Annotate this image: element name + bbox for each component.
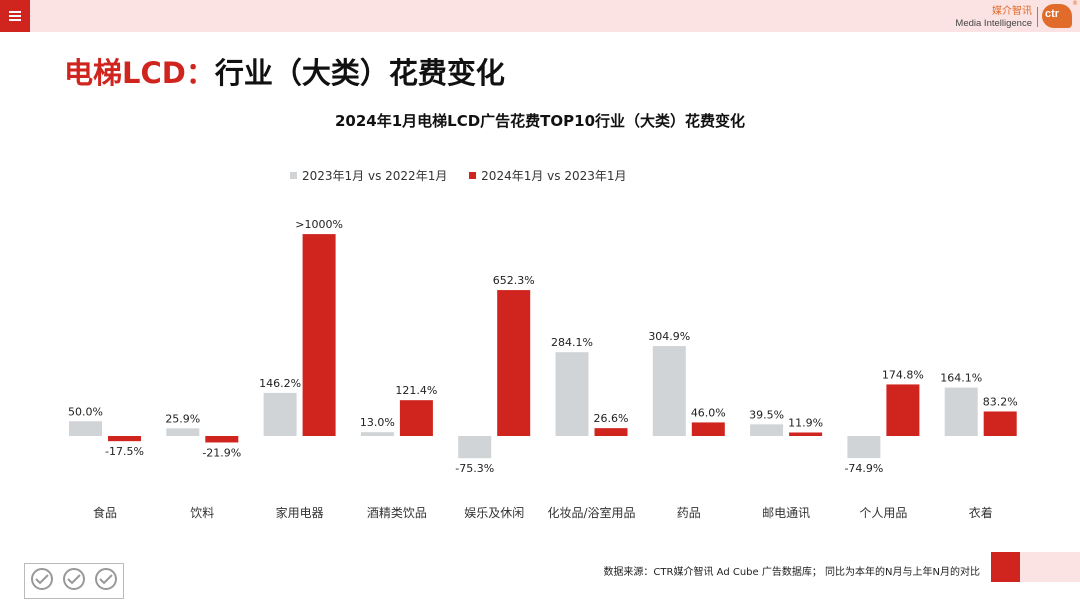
menu-button[interactable]	[0, 0, 30, 32]
data-label-2-0: -17.5%	[105, 445, 144, 458]
bar-2-4	[497, 290, 531, 436]
bar-1-6	[652, 346, 686, 436]
data-label-2-3: 121.4%	[395, 384, 437, 397]
sgs-badge-icon	[63, 568, 85, 590]
category-label-3: 酒精类饮品	[367, 506, 427, 520]
category-label-6: 药品	[677, 506, 701, 520]
brand-en: Media Intelligence	[955, 18, 1032, 29]
bar-2-1	[205, 436, 239, 443]
footer-accent-pink	[1020, 552, 1080, 582]
data-label-2-9: 83.2%	[983, 395, 1018, 408]
page-title-red: 电梯LCD：	[64, 56, 215, 90]
sgs-badge-icon	[95, 568, 117, 590]
bar-1-5	[555, 352, 589, 436]
sgs-badge-icon	[31, 568, 53, 590]
legend-item-1: 2023年1月 vs 2022年1月	[290, 167, 447, 184]
bar-1-4	[458, 436, 492, 459]
bar-2-0	[108, 436, 141, 442]
brand-cn: 媒介智讯	[992, 6, 1032, 17]
category-label-7: 邮电通讯	[762, 506, 810, 520]
data-label-2-5: 26.6%	[594, 412, 629, 425]
data-label-1-3: 13.0%	[360, 416, 395, 429]
bar-1-0	[69, 421, 102, 436]
chart-title: 2024年1月电梯LCD广告花费TOP10行业（大类）花费变化	[334, 112, 746, 130]
data-label-1-0: 50.0%	[68, 405, 103, 418]
category-label-2: 家用电器	[276, 505, 324, 520]
data-label-2-8: 174.8%	[882, 368, 924, 381]
legend-swatch-1	[290, 172, 297, 179]
data-label-1-2: 146.2%	[259, 377, 301, 390]
data-source-note: 数据来源：CTR媒介智讯 Ad Cube 广告数据库； 同比为本年的N月与上年N…	[603, 567, 980, 578]
bar-1-3	[360, 432, 394, 436]
data-label-1-4: -75.3%	[455, 462, 494, 475]
menu-icon	[9, 11, 21, 13]
ctr-logo: ctr ®	[1042, 0, 1078, 28]
data-label-1-5: 284.1%	[551, 336, 593, 349]
legend-label-2: 2024年1月 vs 2023年1月	[481, 169, 627, 183]
ctr-logo-text: ctr	[1045, 8, 1060, 20]
category-label-1: 饮料	[190, 506, 214, 520]
data-label-2-4: 652.3%	[493, 274, 535, 287]
bar-2-6	[691, 422, 725, 436]
bar-2-9	[983, 411, 1017, 436]
legend-swatch-2	[469, 172, 477, 179]
bar-1-2	[263, 392, 297, 436]
data-label-1-8: -74.9%	[844, 462, 883, 475]
data-label-2-6: 46.0%	[691, 406, 726, 419]
bar-2-3	[399, 400, 433, 436]
category-label-9: 衣着	[969, 505, 993, 520]
sgs-badges	[24, 563, 124, 599]
data-label-1-6: 304.9%	[648, 330, 690, 343]
chart-legend: 2023年1月 vs 2022年1月 2024年1月 vs 2023年1月	[290, 167, 645, 184]
category-label-5: 化妆品/浴室用品	[547, 505, 635, 520]
data-label-2-1: -21.9%	[202, 446, 241, 459]
top-bar	[0, 0, 1080, 32]
bar-1-7	[750, 424, 784, 436]
brand-text: 媒介智讯 Media Intelligence	[955, 6, 1032, 30]
page-title: 电梯LCD：行业（大类）花费变化	[64, 50, 505, 92]
data-label-1-9: 164.1%	[940, 372, 982, 385]
data-label-2-7: 11.9%	[788, 416, 823, 429]
category-label-0: 食品	[93, 505, 117, 520]
footer-accent-red	[991, 552, 1021, 582]
category-label-8: 个人用品	[859, 506, 907, 520]
bar-1-1	[166, 428, 200, 436]
legend-label-1: 2023年1月 vs 2022年1月	[302, 169, 448, 183]
bar-2-5	[594, 428, 628, 436]
bar-1-8	[847, 436, 881, 459]
data-label-1-1: 25.9%	[165, 412, 200, 425]
bar-1-9	[944, 387, 978, 436]
bar-2-8	[886, 384, 920, 436]
data-label-2-2: >1000%	[295, 218, 343, 231]
category-label-4: 娱乐及休闲	[464, 506, 524, 520]
brand-divider	[1037, 7, 1038, 27]
bar-2-7	[789, 432, 823, 436]
bar-2-2	[302, 234, 336, 436]
page-title-dark: 行业（大类）花费变化	[214, 56, 505, 90]
legend-item-2: 2024年1月 vs 2023年1月	[469, 167, 627, 184]
data-label-1-7: 39.5%	[749, 408, 784, 421]
